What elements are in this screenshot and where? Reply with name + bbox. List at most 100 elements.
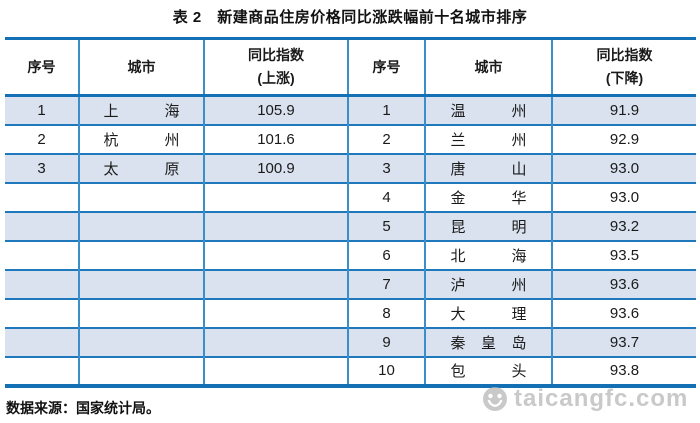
right-city-text: 昆明 xyxy=(450,218,527,236)
right-value-cell: 93.6 xyxy=(551,298,696,328)
right-city-cell: 北海 xyxy=(424,240,552,270)
right-rank-header: 序号 xyxy=(347,38,425,96)
right-value-cell: 93.8 xyxy=(551,356,696,386)
left-rank-cell xyxy=(5,328,79,357)
right-rank-cell: 8 xyxy=(347,298,425,328)
left-rank-cell: 2 xyxy=(37,130,46,148)
right-index-header: 同比指数 (下降) xyxy=(551,38,696,96)
right-city-cell: 兰州 xyxy=(424,124,552,154)
right-city-cell: 昆明 xyxy=(424,211,552,241)
right-rank-cell: 2 xyxy=(347,124,425,154)
left-index-header-line2: (上涨) xyxy=(257,70,295,86)
header-row: 序号 城市 同比指数 (上涨) 序号 城市 同比指数 (下降) xyxy=(5,38,696,96)
table-row: 5 昆明 93.2 xyxy=(5,211,696,241)
table-row: 7 泸州 93.6 xyxy=(5,269,696,299)
right-city-cell: 大理 xyxy=(424,298,552,328)
table-row: 9 秦皇岛 93.7 xyxy=(5,327,696,357)
left-rank-cell: 3 xyxy=(37,159,46,177)
right-city-cell: 金华 xyxy=(424,182,552,212)
right-index-header-line2: (下降) xyxy=(605,70,644,86)
right-value-cell: 93.0 xyxy=(551,153,696,183)
right-value-cell: 92.9 xyxy=(551,124,696,154)
right-value-cell: 91.9 xyxy=(551,95,696,125)
left-rank-cell: 1 xyxy=(37,101,46,119)
left-rank-cell xyxy=(5,299,79,328)
table-header: 序号 城市 同比指数 (上涨) 序号 城市 同比指数 (下降) xyxy=(5,38,696,96)
left-city-text: 上海 xyxy=(103,102,180,120)
right-city-text: 兰州 xyxy=(450,131,527,149)
right-city-text: 北海 xyxy=(450,247,527,265)
right-city-text: 包头 xyxy=(450,363,527,380)
right-value-cell: 93.2 xyxy=(551,211,696,241)
right-value-cell: 93.7 xyxy=(551,327,696,357)
left-rank-header: 序号 xyxy=(27,59,56,75)
table-row: 1 上海 105.9 1 温州 91.9 xyxy=(5,95,696,125)
watermark: taicangfc.com xyxy=(482,386,688,412)
table-row: 8 大理 93.6 xyxy=(5,298,696,328)
housing-price-rank-table: 序号 城市 同比指数 (上涨) 序号 城市 同比指数 (下降) 1 上海 105… xyxy=(5,37,696,388)
left-index-header: 同比指数 (上涨) xyxy=(203,38,348,96)
watermark-text: taicangfc.com xyxy=(514,385,689,412)
table-row: 3 太原 100.9 3 唐山 93.0 xyxy=(5,153,696,183)
table-row: 6 北海 93.5 xyxy=(5,240,696,270)
right-value-cell: 93.6 xyxy=(551,269,696,299)
left-value-cell: 105.9 xyxy=(203,95,348,125)
right-city-text: 温州 xyxy=(450,102,527,120)
right-rank-cell: 3 xyxy=(347,153,425,183)
right-city-text: 大理 xyxy=(450,305,527,323)
right-city-cell: 秦皇岛 xyxy=(424,327,552,357)
left-value-cell xyxy=(203,240,348,270)
right-rank-cell: 7 xyxy=(347,269,425,299)
left-value-cell xyxy=(203,211,348,241)
left-city-cell: 上海 xyxy=(78,95,204,125)
left-city-cell xyxy=(78,298,204,328)
right-index-header-line1: 同比指数 xyxy=(596,47,653,63)
right-value-cell: 93.0 xyxy=(551,182,696,212)
left-value-cell: 101.6 xyxy=(203,124,348,154)
right-city-text: 唐山 xyxy=(450,160,527,178)
left-value-cell xyxy=(203,298,348,328)
right-city-text: 泸州 xyxy=(450,276,527,294)
left-city-header: 城市 xyxy=(78,38,204,96)
left-rank-cell xyxy=(5,183,79,212)
left-city-text: 杭州 xyxy=(103,131,180,149)
left-city-cell: 杭州 xyxy=(78,124,204,154)
right-value-cell: 93.5 xyxy=(551,240,696,270)
left-index-header-line1: 同比指数 xyxy=(248,47,304,63)
left-rank-cell xyxy=(5,212,79,241)
left-rank-cell xyxy=(5,270,79,299)
right-rank-cell: 4 xyxy=(347,182,425,212)
right-city-text: 金华 xyxy=(450,189,527,207)
left-value-cell xyxy=(203,269,348,299)
right-city-cell: 温州 xyxy=(424,95,552,125)
table-row: 10 包头 93.8 xyxy=(5,356,696,386)
table-row: 4 金华 93.0 xyxy=(5,182,696,212)
left-value-cell: 100.9 xyxy=(203,153,348,183)
table-row: 2 杭州 101.6 2 兰州 92.9 xyxy=(5,124,696,154)
left-rank-cell xyxy=(5,241,79,270)
left-rank-cell xyxy=(5,357,79,386)
left-city-text: 太原 xyxy=(103,160,180,178)
right-rank-cell: 5 xyxy=(347,211,425,241)
right-city-cell: 泸州 xyxy=(424,269,552,299)
left-city-cell xyxy=(78,240,204,270)
table-body: 1 上海 105.9 1 温州 91.9 2 杭州 101.6 2 兰州 92.… xyxy=(5,95,696,386)
right-city-header: 城市 xyxy=(424,38,552,96)
left-value-cell xyxy=(203,327,348,357)
right-city-cell: 包头 xyxy=(424,356,552,386)
left-city-cell xyxy=(78,269,204,299)
left-city-cell xyxy=(78,182,204,212)
smiley-icon xyxy=(483,387,507,411)
data-source-note: 数据来源：国家统计局。 xyxy=(6,400,160,416)
right-city-cell: 唐山 xyxy=(424,153,552,183)
right-rank-cell: 6 xyxy=(347,240,425,270)
left-city-cell xyxy=(78,327,204,357)
left-value-cell xyxy=(203,182,348,212)
left-city-cell xyxy=(78,356,204,386)
right-city-text: 秦皇岛 xyxy=(450,334,527,352)
left-city-cell: 太原 xyxy=(78,153,204,183)
left-city-cell xyxy=(78,211,204,241)
right-rank-cell: 1 xyxy=(347,95,425,125)
right-rank-cell: 10 xyxy=(347,356,425,386)
